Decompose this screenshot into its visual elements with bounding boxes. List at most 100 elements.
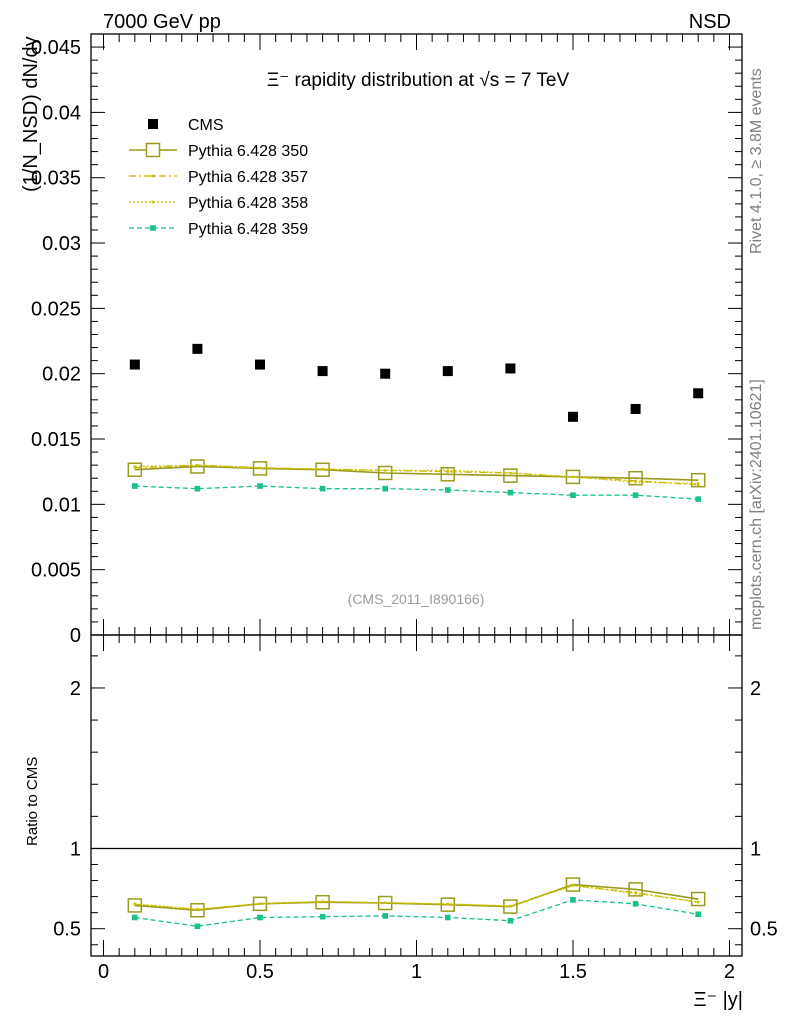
main-line-pythia-6-428-358 [134, 464, 699, 485]
main-point-pythia-6-428-358 [509, 471, 512, 475]
ratio-point-pythia-6-428-359 [444, 914, 451, 921]
legend-marker [151, 200, 155, 204]
main-point-cms [380, 368, 391, 379]
main-y-tick-label: 0.04 [42, 102, 81, 124]
main-point-pythia-6-428-358 [258, 466, 262, 470]
ratio-line-pythia-6-428-358 [134, 885, 699, 910]
legend-label: Pythia 6.428 358 [188, 195, 308, 212]
main-point-pythia-6-428-350 [440, 467, 456, 482]
ratio-line-pythia-6-428-359 [134, 899, 699, 927]
axis-ticks [91, 34, 742, 956]
main-y-tick-label: 0.005 [31, 560, 81, 582]
main-point-pythia-6-428-350 [628, 470, 643, 486]
ratio-point-pythia-6-428-350 [503, 899, 518, 914]
ratio-point-pythia-6-428-358 [258, 902, 262, 905]
main-point-pythia-6-428-359 [194, 485, 201, 492]
main-point-pythia-6-428-350 [315, 462, 330, 477]
main-point-pythia-6-428-359 [507, 489, 514, 496]
x-axis-label: Ξ⁻ |y| [693, 989, 743, 1011]
ratio-point-pythia-6-428-359 [632, 901, 639, 907]
ratio-point-pythia-6-428-359 [194, 923, 201, 930]
x-tick-label: 1 [411, 961, 422, 983]
ratio-line-pythia-6-428-357 [134, 884, 699, 911]
rivet-version-label: Rivet 4.1.0, ≥ 3.8M events [748, 68, 765, 254]
ratio-y-tick-label-right: 0.5 [750, 919, 778, 941]
main-point-pythia-6-428-359 [132, 483, 138, 489]
ratio-point-pythia-6-428-358 [696, 900, 700, 904]
data-series [127, 343, 706, 930]
ratio-point-pythia-6-428-359 [382, 913, 389, 919]
mcplots-source-label: mcplots.cern.ch [arXiv:2401.10621] [748, 379, 765, 630]
legend-marker [151, 174, 155, 178]
legend-label: Pythia 6.428 350 [188, 143, 308, 160]
x-tick-label: 2 [724, 961, 735, 983]
legend-marker-cms [148, 119, 158, 129]
main-point-pythia-6-428-358 [383, 469, 387, 472]
main-point-pythia-6-428-358 [446, 469, 450, 472]
main-point-cms [255, 359, 266, 370]
main-line-pythia-6-428-350 [134, 465, 699, 481]
ratio-y-axis-label: Ratio to CMS [24, 757, 41, 846]
header-process-label: NSD [689, 11, 731, 33]
main-y-tick-label: 0.02 [42, 364, 81, 386]
main-point-cms [442, 366, 453, 377]
chart-title: Ξ⁻ rapidity distribution at √s = 7 TeV [267, 70, 570, 91]
main-point-pythia-6-428-358 [696, 482, 700, 485]
ratio-point-pythia-6-428-358 [446, 902, 450, 906]
axis-tick-labels: 0 0.005 0.01 0.015 0.02 0.025 0.03 0.035 0.04 0.0… [31, 37, 778, 983]
ratio-point-pythia-6-428-359 [570, 897, 576, 903]
main-point-pythia-6-428-358 [571, 475, 575, 479]
main-point-pythia-6-428-359 [257, 483, 263, 489]
main-point-pythia-6-428-359 [570, 492, 576, 499]
ratio-point-pythia-6-428-359 [257, 914, 263, 921]
main-y-tick-label: 0.01 [42, 494, 81, 516]
ratio-y-tick-label-left: 0.5 [53, 919, 81, 941]
main-point-cms [129, 359, 140, 370]
ratio-y-tick-label-right: 1 [750, 838, 761, 860]
main-line-pythia-6-428-359 [134, 485, 699, 500]
main-point-pythia-6-428-358 [634, 480, 637, 484]
ratio-point-pythia-6-428-358 [383, 901, 387, 905]
main-point-pythia-6-428-350 [377, 465, 393, 481]
main-point-pythia-6-428-358 [196, 463, 199, 467]
main-point-pythia-6-428-350 [127, 462, 143, 477]
main-point-pythia-6-428-350 [503, 468, 518, 483]
ratio-point-pythia-6-428-350 [690, 891, 706, 907]
main-point-pythia-6-428-359 [444, 487, 451, 493]
x-tick-label: 1.5 [559, 961, 587, 983]
main-y-tick-label: 0.025 [31, 298, 81, 320]
main-point-cms [317, 366, 328, 377]
main-point-cms [693, 388, 704, 399]
ratio-point-pythia-6-428-358 [133, 902, 137, 906]
ratio-y-tick-label-left: 2 [70, 678, 81, 700]
analysis-watermark: (CMS_2011_I890166) [348, 591, 485, 607]
legend-label: CMS [188, 117, 224, 134]
x-tick-label: 0 [98, 961, 109, 983]
main-point-pythia-6-428-359 [382, 485, 389, 492]
legend-marker [145, 142, 161, 158]
main-y-tick-label: 0.03 [42, 233, 81, 255]
main-point-pythia-6-428-350 [190, 459, 205, 474]
main-point-pythia-6-428-359 [632, 492, 639, 499]
x-tick-label: 0.5 [246, 961, 274, 983]
ratio-point-pythia-6-428-350 [190, 903, 205, 918]
legend-label: Pythia 6.428 359 [188, 221, 308, 238]
ratio-point-pythia-6-428-358 [321, 900, 324, 903]
ratio-point-pythia-6-428-358 [634, 892, 637, 895]
legend: CMS Pythia 6.428 350 Pythia 6.428 357 Pythi… [129, 117, 308, 238]
ratio-point-pythia-6-428-350 [628, 882, 643, 897]
ratio-point-pythia-6-428-359 [695, 911, 701, 918]
main-y-tick-label: 0 [70, 625, 81, 647]
main-y-tick-label: 0.035 [31, 168, 81, 190]
main-point-pythia-6-428-358 [133, 465, 137, 468]
main-y-tick-label: 0.045 [31, 37, 81, 59]
main-y-axis-label: (1/N_NSD) dN/dy [20, 36, 42, 192]
ratio-point-pythia-6-428-358 [571, 884, 575, 888]
ratio-y-tick-label-right: 2 [750, 678, 761, 700]
main-point-cms [630, 403, 641, 414]
ratio-point-pythia-6-428-359 [132, 914, 138, 921]
ratio-line-pythia-6-428-350 [134, 883, 699, 912]
main-point-cms [505, 363, 516, 374]
ratio-point-pythia-6-428-358 [196, 907, 199, 911]
